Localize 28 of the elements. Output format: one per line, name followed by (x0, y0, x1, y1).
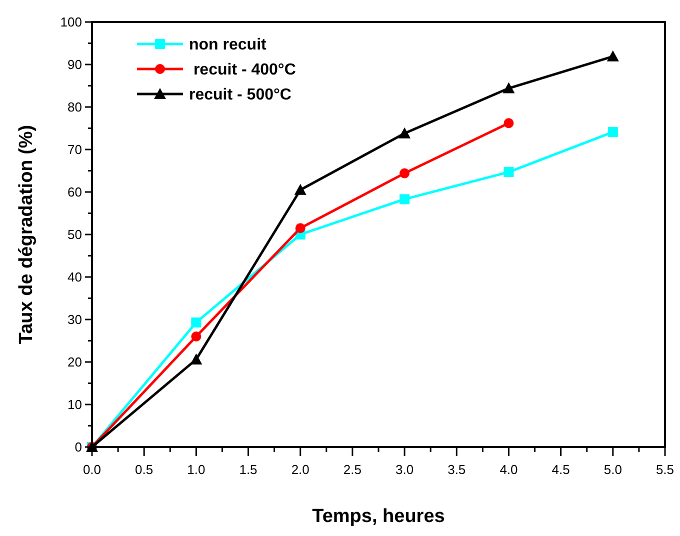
x-tick-label: 1.5 (239, 462, 258, 477)
y-tick-label: 60 (68, 184, 82, 200)
x-tick-label: 3.0 (396, 462, 414, 477)
x-tick-label: 3.5 (448, 462, 466, 477)
y-tick-label: 40 (68, 270, 82, 285)
y-tick-label: 70 (68, 142, 82, 158)
y-tick-label: 10 (68, 397, 82, 412)
y-tick-label: 50 (68, 227, 82, 242)
x-tick-label: 2.5 (343, 462, 362, 477)
y-tick-label: 20 (68, 354, 82, 370)
legend-label: non recuit (189, 36, 268, 54)
y-tick-label: 30 (68, 312, 82, 328)
x-tick-label: 4.0 (500, 462, 518, 477)
x-tick-label: 0.5 (135, 462, 154, 477)
y-tick-label: 0 (74, 440, 82, 455)
y-tick-label: 80 (68, 100, 82, 115)
y-axis-title: Taux de dégradation (%) (16, 124, 37, 344)
x-axis-title: Temps, heures (312, 506, 445, 527)
x-tick-label: 2.0 (291, 462, 310, 477)
legend-label: recuit - 500°C (189, 86, 292, 104)
x-tick-label: 4.5 (552, 462, 570, 477)
x-tick-label: 5.0 (604, 462, 622, 477)
x-tick-label: 0.0 (82, 462, 102, 477)
x-tick-label: 5.5 (656, 462, 674, 477)
y-tick-label: 100 (60, 14, 82, 30)
y-tick-label: 90 (68, 57, 82, 72)
legend-label: recuit - 400°C (189, 62, 296, 79)
x-tick-label: 1.0 (187, 462, 206, 477)
